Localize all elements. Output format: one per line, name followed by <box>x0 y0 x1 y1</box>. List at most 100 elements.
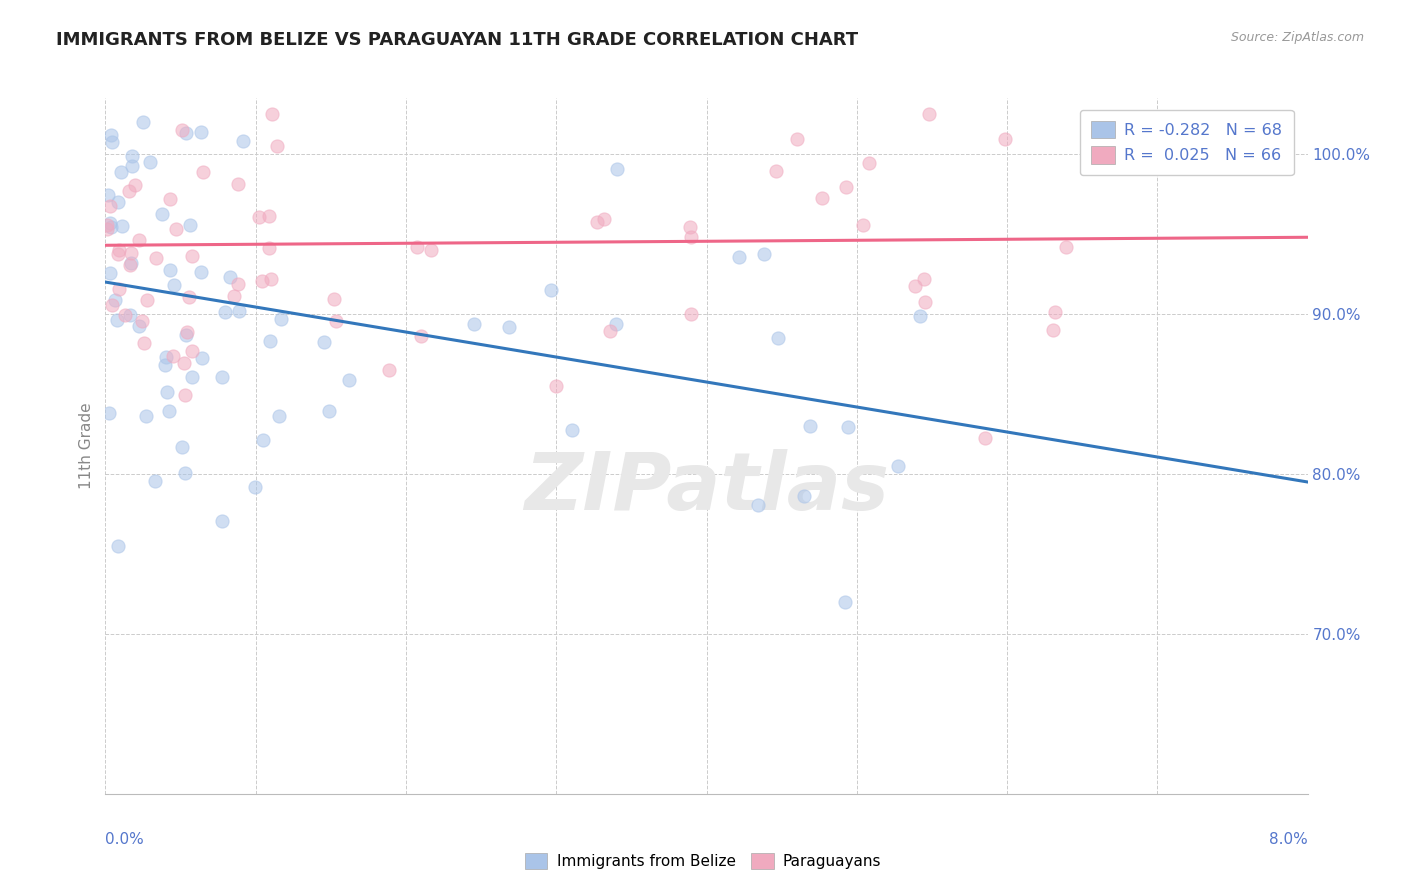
Point <box>463 317 485 331</box>
Point <box>163 277 186 292</box>
Point <box>973 431 995 445</box>
Point <box>190 265 212 279</box>
Point <box>135 409 157 423</box>
Point <box>257 209 280 223</box>
Point <box>101 135 124 149</box>
Point <box>98 407 121 421</box>
Point <box>599 324 621 338</box>
Point <box>226 177 249 191</box>
Point <box>544 379 567 393</box>
Point <box>132 335 155 350</box>
Point <box>162 349 184 363</box>
Y-axis label: 11th Grade: 11th Grade <box>79 402 94 490</box>
Point <box>100 128 122 143</box>
Point <box>121 159 143 173</box>
Point <box>914 294 936 309</box>
Point <box>904 279 927 293</box>
Point <box>174 126 197 140</box>
Point <box>1042 323 1064 337</box>
Point <box>679 219 702 234</box>
Point <box>585 215 607 229</box>
Point <box>173 466 195 480</box>
Point <box>170 440 193 454</box>
Point <box>918 107 941 121</box>
Point <box>132 115 155 129</box>
Point <box>156 384 179 399</box>
Point <box>681 306 703 320</box>
Point <box>214 305 236 319</box>
Text: IMMIGRANTS FROM BELIZE VS PARAGUAYAN 11TH GRADE CORRELATION CHART: IMMIGRANTS FROM BELIZE VS PARAGUAYAN 11T… <box>56 31 859 49</box>
Point <box>908 309 931 323</box>
Point <box>540 283 562 297</box>
Point <box>98 216 121 230</box>
Point <box>100 297 122 311</box>
Point <box>159 263 181 277</box>
Point <box>886 459 908 474</box>
Point <box>97 188 120 202</box>
Point <box>747 498 769 512</box>
Point <box>181 370 204 384</box>
Point <box>181 249 204 263</box>
Point <box>799 418 821 433</box>
Point <box>145 252 167 266</box>
Point <box>322 292 344 306</box>
Point <box>1045 304 1067 318</box>
Point <box>96 221 118 235</box>
Point <box>837 420 859 434</box>
Point <box>1054 240 1077 254</box>
Point <box>138 155 160 169</box>
Point <box>136 293 159 307</box>
Point <box>252 434 274 448</box>
Point <box>267 409 290 423</box>
Point <box>754 246 776 260</box>
Point <box>259 334 281 349</box>
Point <box>128 319 150 334</box>
Point <box>681 230 703 244</box>
Point <box>176 326 198 340</box>
Point <box>191 165 214 179</box>
Point <box>108 282 131 296</box>
Point <box>228 304 250 318</box>
Point <box>131 314 153 328</box>
Text: Source: ZipAtlas.com: Source: ZipAtlas.com <box>1230 31 1364 45</box>
Point <box>179 218 201 232</box>
Point <box>912 272 935 286</box>
Point <box>120 308 142 322</box>
Point <box>107 244 129 258</box>
Point <box>337 373 360 387</box>
Legend: Immigrants from Belize, Paraguayans: Immigrants from Belize, Paraguayans <box>519 847 887 875</box>
Point <box>176 328 198 343</box>
Point <box>177 290 200 304</box>
Point <box>128 233 150 247</box>
Point <box>98 266 121 280</box>
Point <box>120 256 142 270</box>
Point <box>793 489 815 503</box>
Point <box>98 199 121 213</box>
Point <box>150 207 173 221</box>
Text: 0.0%: 0.0% <box>105 832 145 847</box>
Point <box>232 134 254 148</box>
Point <box>190 125 212 139</box>
Point <box>786 132 808 146</box>
Point <box>247 210 270 224</box>
Point <box>314 334 336 349</box>
Point <box>409 329 432 343</box>
Point <box>252 274 274 288</box>
Point <box>858 155 880 169</box>
Point <box>325 314 347 328</box>
Point <box>420 243 443 257</box>
Point <box>260 107 283 121</box>
Point <box>124 178 146 192</box>
Point <box>170 122 193 136</box>
Point <box>593 211 616 226</box>
Point <box>174 388 197 402</box>
Point <box>105 312 128 326</box>
Point <box>378 363 401 377</box>
Point <box>173 356 195 370</box>
Point <box>153 358 176 372</box>
Text: 8.0%: 8.0% <box>1268 832 1308 847</box>
Point <box>211 370 233 384</box>
Point <box>180 343 202 358</box>
Point <box>118 185 141 199</box>
Point <box>222 288 245 302</box>
